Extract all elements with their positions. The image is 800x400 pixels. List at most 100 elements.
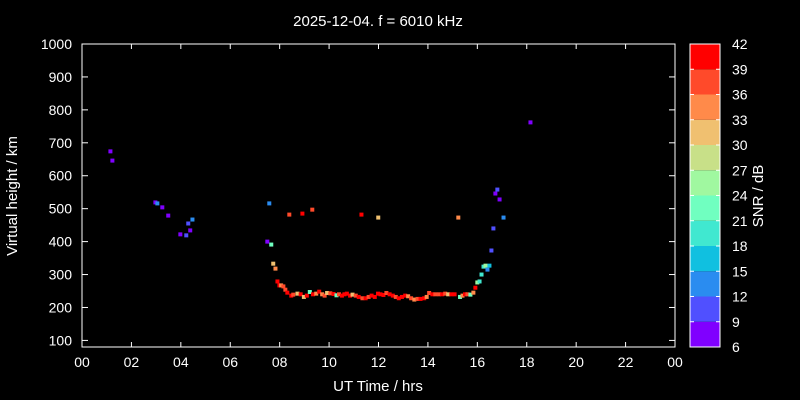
y-tick-label: 300: [49, 267, 73, 283]
x-tick-label: 12: [371, 354, 387, 370]
data-point: [430, 292, 435, 297]
colorbar-band: [690, 69, 720, 95]
data-point: [307, 289, 312, 294]
data-point: [287, 212, 292, 217]
x-tick-label: 14: [420, 354, 436, 370]
data-point: [473, 285, 478, 290]
colorbar-tick-label: 36: [732, 87, 748, 103]
data-point: [320, 292, 325, 297]
data-point: [304, 293, 309, 298]
data-point: [475, 280, 480, 285]
x-axis: 00 02 04 06 08 10 12 14 16 18 20 22 00: [74, 44, 683, 370]
data-point: [344, 291, 349, 296]
x-tick-label: 18: [519, 354, 535, 370]
x-tick-label: 02: [124, 354, 140, 370]
data-point: [390, 293, 395, 298]
data-point: [491, 226, 496, 231]
data-point: [298, 292, 303, 297]
data-point: [269, 242, 274, 247]
data-point: [295, 291, 300, 296]
data-point: [339, 293, 344, 298]
data-point: [456, 215, 461, 220]
data-point: [471, 290, 476, 295]
data-point: [108, 149, 113, 154]
colorbar-tick-label: 30: [732, 137, 748, 153]
colorbar-tick-label: 24: [732, 188, 748, 204]
data-point: [363, 296, 368, 301]
x-tick-label: 10: [321, 354, 337, 370]
colorbar-band: [690, 145, 720, 171]
data-point: [528, 120, 533, 125]
data-point: [110, 158, 115, 163]
colorbar-band: [690, 271, 720, 297]
x-tick-label: 06: [222, 354, 238, 370]
x-tick-label: 16: [470, 354, 486, 370]
data-point: [479, 272, 484, 277]
plot-frame: [81, 43, 676, 348]
y-tick-label: 800: [49, 102, 73, 118]
data-point: [422, 296, 427, 301]
y-tick-label: 900: [49, 69, 73, 85]
x-tick-label: 20: [568, 354, 584, 370]
y-tick-label: 400: [49, 234, 73, 250]
colorbar-tick-label: 15: [732, 263, 748, 279]
x-tick-label: 04: [173, 354, 189, 370]
data-point: [360, 296, 365, 301]
data-point: [184, 233, 189, 238]
y-tick-label: 1000: [41, 36, 72, 52]
data-point: [443, 291, 448, 296]
colorbar-band: [690, 195, 720, 221]
data-point: [465, 292, 470, 297]
data-point: [267, 201, 272, 206]
data-point: [281, 284, 286, 289]
data-point: [285, 290, 290, 295]
data-point: [310, 207, 315, 212]
data-point: [462, 292, 467, 297]
data-point: [342, 292, 347, 297]
data-point: [393, 294, 398, 299]
data-point: [449, 292, 454, 297]
colorbar-tick-label: 9: [732, 314, 740, 330]
data-point: [460, 293, 465, 298]
colorbar-band: [690, 246, 720, 272]
colorbar-band: [690, 119, 720, 145]
data-point: [166, 213, 171, 218]
data-point: [424, 294, 429, 299]
colorbar-band: [690, 94, 720, 120]
colorbar-band: [690, 44, 720, 70]
chart-title: 2025-12-04. f = 6010 kHz: [293, 13, 463, 30]
data-point: [452, 292, 457, 297]
data-point: [477, 279, 482, 284]
x-tick-label: 00: [74, 354, 90, 370]
x-tick-label: 00: [667, 354, 683, 370]
data-point: [493, 191, 498, 196]
data-point: [483, 263, 488, 268]
data-point: [406, 294, 411, 299]
data-point: [155, 201, 160, 206]
data-points: [108, 120, 533, 302]
colorbar-tick-label: 6: [732, 339, 740, 355]
data-point: [433, 292, 438, 297]
colorbar-tick-label: 42: [732, 36, 748, 52]
data-point: [489, 248, 494, 253]
data-point: [359, 212, 364, 217]
data-point: [336, 292, 341, 297]
colorbar-tick-label: 33: [732, 112, 748, 128]
y-tick-label: 200: [49, 299, 73, 315]
data-point: [415, 296, 420, 301]
data-point: [409, 296, 414, 301]
data-point: [485, 267, 490, 272]
colorbar-tick-label: 39: [732, 61, 748, 77]
data-point: [487, 263, 492, 268]
data-point: [495, 187, 500, 192]
data-point: [275, 279, 280, 284]
y-tick-label: 100: [49, 332, 73, 348]
data-point: [160, 205, 165, 210]
colorbar-band: [690, 296, 720, 322]
y-tick-label: 500: [49, 201, 73, 217]
data-point: [427, 290, 432, 295]
data-point: [301, 294, 306, 299]
colorbar-band: [690, 170, 720, 196]
colorbar-tick-label: 21: [732, 213, 748, 229]
